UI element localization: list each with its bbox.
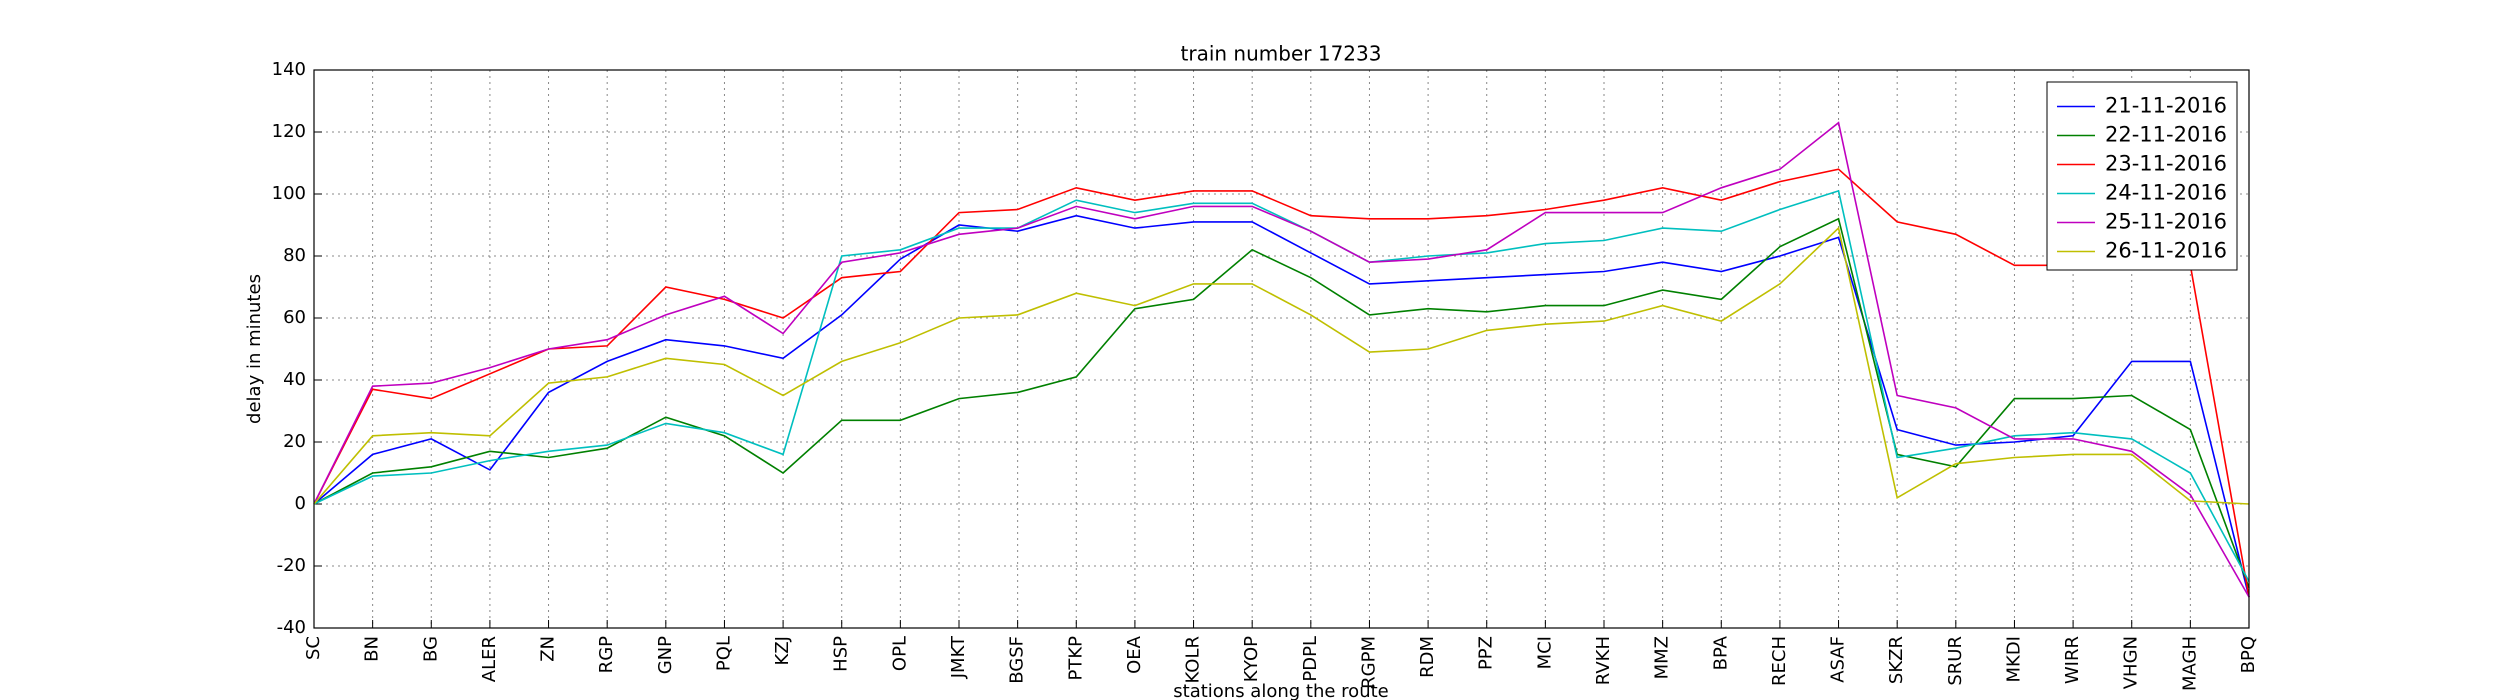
legend-label: 25-11-2016 [2105,210,2227,234]
legend-label: 23-11-2016 [2105,152,2227,176]
legend: 21-11-2016 22-11-2016 23-11-2016 24-11-2016… [2046,81,2238,271]
x-tick-label: RDM [1417,636,1438,678]
x-tick-label: OEA [1124,635,1145,674]
x-tick-label: PQL [713,636,734,671]
x-tick-label: ASAF [1828,636,1849,683]
x-tick-label: ALER [479,636,500,682]
x-tick-label: BPQ [2238,636,2259,673]
x-tick-label: KZJ [772,636,793,665]
series-line [313,217,2250,588]
y-tick-label: 40 [283,369,306,390]
x-tick-label: PTKP [1065,636,1086,681]
x-tick-label: PDPL [1300,636,1321,682]
x-tick-label: KYOP [1241,636,1262,682]
y-tick-label: 20 [283,431,306,452]
legend-box [2046,81,2238,271]
x-tick-label: ZN [538,636,559,662]
legend-label: 26-11-2016 [2105,239,2227,263]
x-axis-label: stations along the route [1173,681,1388,700]
y-tick-label: 80 [283,245,306,266]
x-tick-label: MCI [1534,636,1555,669]
x-tick-label: MAGH [2179,636,2200,691]
x-tick-label: VHGN [2121,636,2142,689]
y-tick-label: -20 [277,555,306,576]
y-tick-label: 140 [272,59,306,80]
x-tick-label: BGSF [1007,636,1028,684]
x-tick-label: WIRR [2062,636,2083,684]
legend-label: 22-11-2016 [2105,123,2227,147]
x-tick-label: RGP [596,636,617,673]
legend-label: 24-11-2016 [2105,181,2227,205]
x-tick-label: RGPM [1358,636,1379,689]
x-tick-label: SC [303,636,324,660]
series-line [313,189,2250,582]
x-tick-label: GNP [655,636,676,674]
x-tick-label: BN [362,636,383,662]
x-tick-label: KOLR [1183,636,1204,684]
x-tick-label: HSP [831,636,852,672]
series-line [313,168,2250,598]
chart-title: train number 17233 [1181,42,1382,66]
legend-label: 21-11-2016 [2105,94,2227,118]
y-tick-label: 120 [272,121,306,142]
series-line [313,226,2250,505]
x-tick-label: SKZR [1886,636,1907,684]
x-tick-label: MMZ [1652,636,1673,679]
series-line [313,214,2250,598]
x-tick-label: BPA [1710,635,1731,670]
y-tick-label: 60 [283,307,306,328]
plot-frame [313,69,2250,629]
x-tick-label: RVKH [1593,636,1614,685]
x-tick-label: MKDI [2003,636,2024,683]
series-line [313,121,2250,598]
y-tick-label: -40 [277,617,306,638]
x-tick-label: BG [420,636,441,662]
x-tick-label: OPL [889,636,910,671]
x-tick-label: SRUR [1945,636,1966,686]
y-tick-label: 100 [272,183,306,204]
x-tick-label: PPZ [1476,636,1497,670]
y-axis-label: delay in minutes [244,274,265,424]
x-tick-label: JMKT [948,635,969,679]
x-tick-label: RECH [1769,636,1790,686]
y-tick-label: 0 [295,493,306,514]
